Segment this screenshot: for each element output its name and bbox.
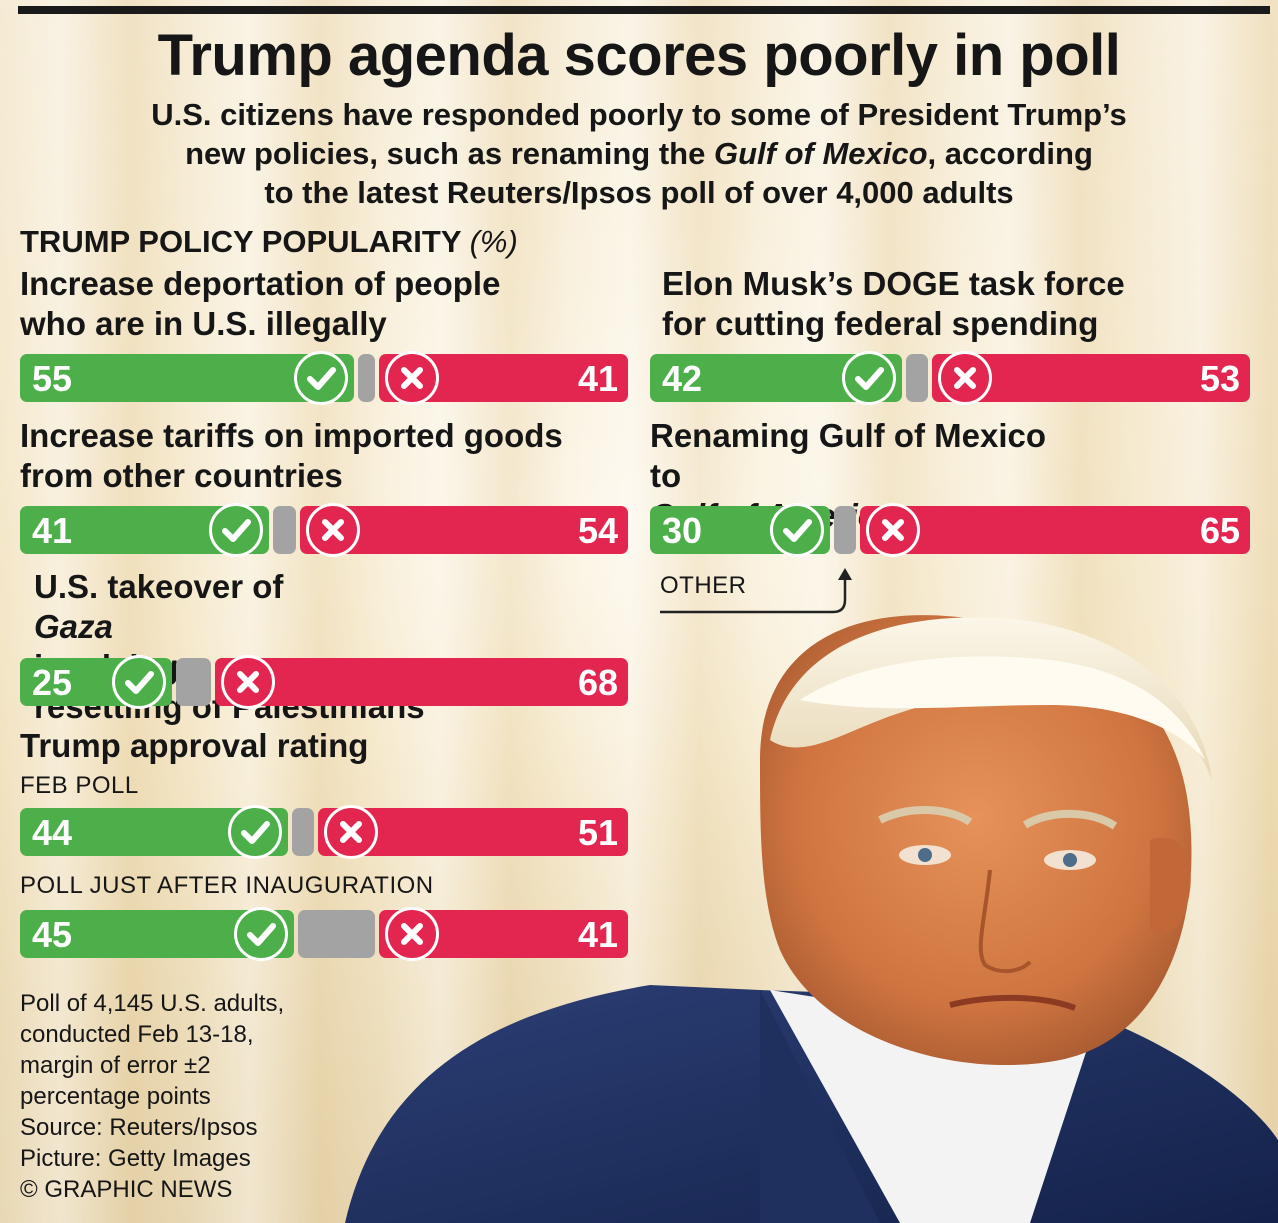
cross-icon: [384, 907, 439, 961]
bar-other-segment: [297, 910, 375, 958]
cross-icon: [384, 351, 439, 405]
check-icon: [233, 907, 288, 961]
arrow-up-icon: [660, 568, 852, 614]
cross-icon: [323, 805, 378, 859]
footnote-line-3: margin of error ±2: [20, 1052, 211, 1079]
top-rule: [18, 6, 1270, 14]
subtitle-line-2-post: , according: [927, 136, 1093, 171]
subtitle-line-2-pre: new policies, such as renaming the: [185, 136, 714, 171]
bar-tariffs: 41 54: [20, 503, 628, 557]
bar-other-segment: [273, 506, 296, 554]
support-value-label: 41: [32, 510, 73, 551]
subtitle-line-2-em: Gulf of Mexico: [713, 136, 928, 171]
bar-other-segment: [834, 506, 856, 554]
footnote-line-1: Poll of 4,145 U.S. adults,: [20, 990, 285, 1017]
label-approval-text: Trump approval rating: [20, 727, 369, 764]
bar-other-segment: [291, 808, 314, 856]
footnote-line-5: Source: Reuters/Ipsos: [20, 1114, 258, 1141]
support-value-label: 45: [32, 914, 73, 955]
oppose-value-label: 54: [577, 510, 618, 551]
oppose-value-label: 53: [1199, 358, 1240, 399]
label-gulf-line-2-pre: to: [650, 457, 682, 494]
subtitle-line-3: to the latest Reuters/Ipsos poll of over…: [264, 175, 1014, 210]
bar-deportation: 55 41: [20, 351, 628, 405]
support-value-label: 25: [32, 662, 73, 703]
label-doge: Elon Musk’s DOGE task force for cutting …: [662, 264, 1125, 344]
label-tariffs-line-2: from other countries: [20, 457, 343, 494]
oppose-value-label: 68: [577, 662, 618, 703]
oppose-value-label: 41: [577, 914, 618, 955]
label-doge-line-2: for cutting federal spending: [662, 305, 1099, 342]
label-deportation-line-1: Increase deportation of people: [20, 265, 501, 302]
oppose-value-label: 41: [577, 358, 618, 399]
footnote-line-2: conducted Feb 13-18,: [20, 1021, 254, 1048]
label-approval: Trump approval rating: [20, 726, 368, 766]
label-doge-line-1: Elon Musk’s DOGE task force: [662, 265, 1125, 302]
label-gulf-line-1: Renaming Gulf of Mexico: [650, 417, 1047, 454]
support-value-label: 30: [662, 510, 703, 551]
label-deportation: Increase deportation of people who are i…: [20, 264, 500, 344]
bar-approval-inauguration: 45 41: [20, 907, 628, 961]
bar-other-segment: [176, 658, 211, 706]
other-annotation: OTHER: [660, 572, 747, 600]
bar-doge: 42 53: [650, 351, 1250, 405]
footnote: Poll of 4,145 U.S. adults, conducted Feb…: [20, 988, 284, 1205]
cross-icon: [305, 503, 360, 557]
bar-other-segment: [906, 354, 928, 402]
subtitle-line-2: new policies, such as renaming the Gulf …: [60, 134, 1218, 173]
oppose-value-label: 65: [1199, 510, 1240, 551]
label-inauguration-poll: POLL JUST AFTER INAUGURATION: [20, 872, 434, 899]
label-tariffs-line-1: Increase tariffs on imported goods: [20, 417, 563, 454]
check-icon: [842, 351, 896, 405]
footnote-line-7: © GRAPHIC NEWS: [20, 1176, 233, 1203]
section-heading-text: TRUMP POLICY POPULARITY: [20, 224, 461, 259]
bar-other-segment: [358, 354, 375, 402]
bar-gulf: 30 65: [650, 503, 1250, 557]
cross-icon: [220, 655, 275, 709]
support-value-label: 44: [32, 812, 73, 853]
check-icon: [770, 503, 824, 557]
page-title: Trump agenda scores poorly in poll: [157, 23, 1121, 88]
section-unit: (%): [469, 224, 518, 259]
subtitle: U.S. citizens have responded poorly to s…: [60, 95, 1218, 212]
bar-oppose-segment: [214, 658, 628, 706]
label-gaza-line-1-em: Gaza: [34, 608, 113, 645]
bar-approval-feb: 44 51: [20, 805, 628, 859]
label-feb-poll: FEB POLL: [20, 772, 139, 799]
check-icon: [112, 655, 166, 709]
section-heading: TRUMP POLICY POPULARITY (%): [20, 224, 518, 260]
subtitle-line-1: U.S. citizens have responded poorly to s…: [151, 97, 1127, 132]
other-label: OTHER: [660, 572, 747, 599]
oppose-value-label: 51: [577, 812, 618, 853]
label-gaza-line-1-pre: U.S. takeover of: [34, 568, 284, 605]
cross-icon: [938, 351, 992, 405]
support-value-label: 42: [662, 358, 703, 399]
check-icon: [227, 805, 282, 859]
check-icon: [294, 351, 349, 405]
check-icon: [209, 503, 264, 557]
footnote-line-4: percentage points: [20, 1083, 211, 1110]
label-deportation-line-2: who are in U.S. illegally: [20, 305, 387, 342]
bar-gaza: 25 68: [20, 655, 628, 709]
label-tariffs: Increase tariffs on imported goods from …: [20, 416, 563, 496]
support-value-label: 55: [32, 358, 73, 399]
cross-icon: [866, 503, 920, 557]
footnote-line-6: Picture: Getty Images: [20, 1145, 251, 1172]
bar-oppose-segment: [860, 506, 1250, 554]
